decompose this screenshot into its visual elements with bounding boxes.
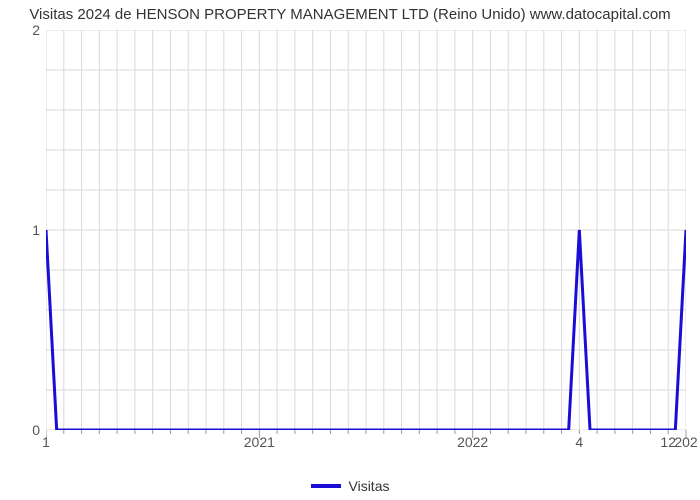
legend: Visitas xyxy=(0,475,700,494)
legend-item-visitas: Visitas xyxy=(311,478,390,494)
xtick-label: 202 xyxy=(674,434,697,450)
legend-label: Visitas xyxy=(349,478,390,494)
ytick-label: 2 xyxy=(32,22,40,38)
tick-layer xyxy=(46,30,696,442)
xtick-label: 1 xyxy=(42,434,50,450)
ytick-label: 1 xyxy=(32,222,40,238)
xtick-label: 2021 xyxy=(244,434,275,450)
legend-swatch xyxy=(311,484,341,488)
line-chart: Visitas 2024 de HENSON PROPERTY MANAGEME… xyxy=(0,0,700,500)
xtick-label: 4 xyxy=(575,434,583,450)
xtick-label: 2022 xyxy=(457,434,488,450)
plot-area xyxy=(46,30,686,430)
ytick-label: 0 xyxy=(32,422,40,438)
chart-title: Visitas 2024 de HENSON PROPERTY MANAGEME… xyxy=(0,6,700,23)
